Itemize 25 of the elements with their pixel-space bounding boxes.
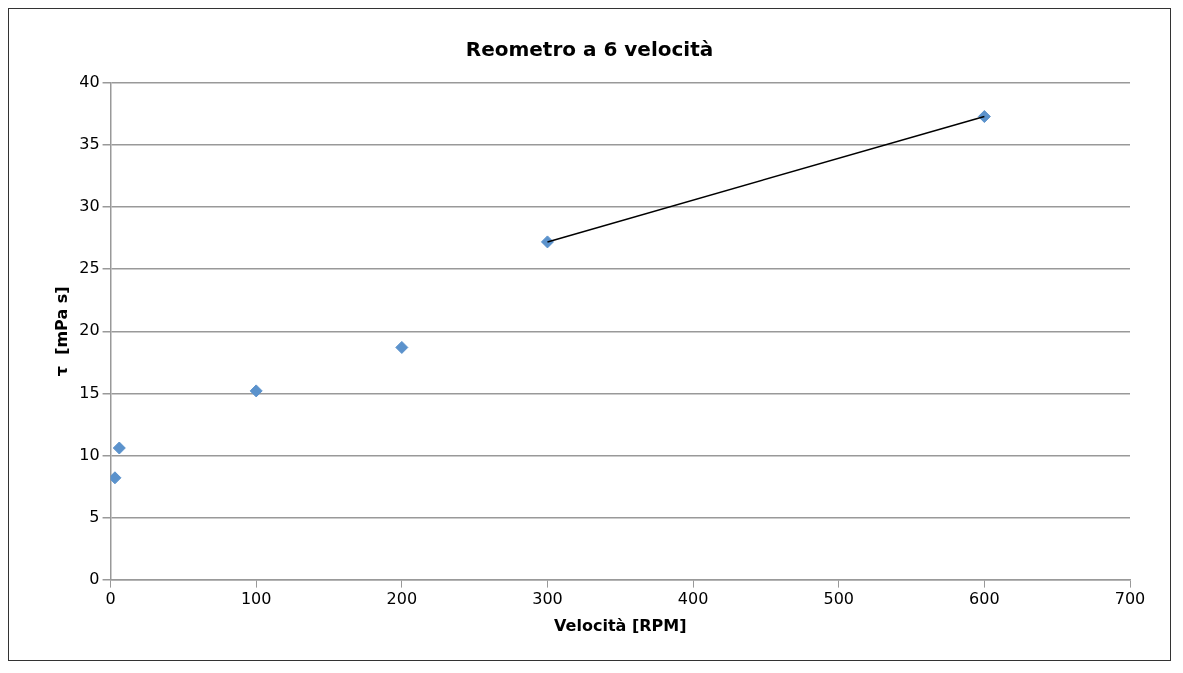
x-tick-label: 100 — [240, 589, 272, 609]
y-tick-label: 35 — [79, 134, 100, 154]
y-tick-label: 30 — [79, 196, 100, 216]
y-tick-label: 20 — [79, 320, 100, 340]
y-tick-label: 5 — [89, 506, 100, 526]
point — [249, 384, 263, 398]
x-tick-label: 200 — [386, 589, 418, 609]
chart-title: Reometro a 6 velocità — [465, 37, 714, 62]
x-tick-label: 400 — [677, 589, 709, 609]
y-tick-label: 10 — [79, 444, 100, 464]
y-tick-label: 15 — [79, 382, 100, 402]
y-tick-label: 40 — [79, 72, 100, 92]
x-tick-label: 500 — [823, 589, 854, 609]
x-tick-label: 600 — [969, 589, 1000, 609]
y-axis-title: τ [mPa s] — [51, 286, 71, 377]
x-tick-label: 700 — [1114, 589, 1146, 609]
point — [110, 471, 122, 485]
x-tick-label: 300 — [532, 589, 563, 609]
x-tick-label: 0 — [105, 589, 116, 609]
point — [395, 340, 409, 354]
x-axis-title: Velocità [RPM] — [554, 615, 687, 635]
point — [540, 235, 554, 249]
point — [112, 441, 126, 455]
y-tick-label: 25 — [79, 258, 100, 278]
y-tick-label: 0 — [89, 568, 100, 588]
